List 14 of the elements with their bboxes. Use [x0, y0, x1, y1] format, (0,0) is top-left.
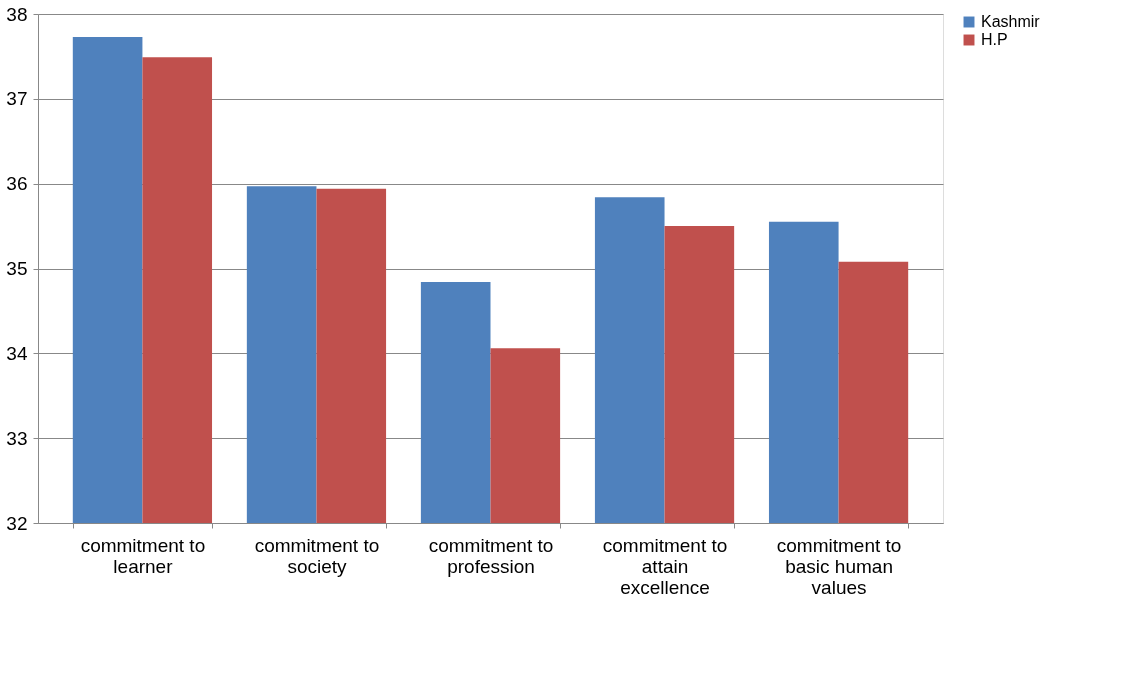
- y-tick-label: 34: [6, 342, 28, 364]
- y-tick-label: 32: [6, 512, 28, 534]
- y-tick-label: 36: [6, 173, 28, 195]
- y-tick-label: 38: [6, 3, 28, 25]
- legend-label: Kashmir: [981, 13, 1041, 30]
- legend-label: H.P: [981, 31, 1008, 48]
- x-tick-label: commitment to society: [254, 534, 380, 577]
- x-tick-label: commitment to learner: [80, 534, 206, 577]
- x-tick-label: commitment to attain excellence: [602, 534, 728, 598]
- x-tick-label: commitment to basic human values: [776, 534, 902, 598]
- x-tick-label: commitment to profession: [428, 534, 554, 577]
- y-tick-label: 35: [6, 258, 28, 279]
- y-tick-label: 33: [6, 427, 28, 449]
- y-tick-label: 37: [6, 88, 28, 110]
